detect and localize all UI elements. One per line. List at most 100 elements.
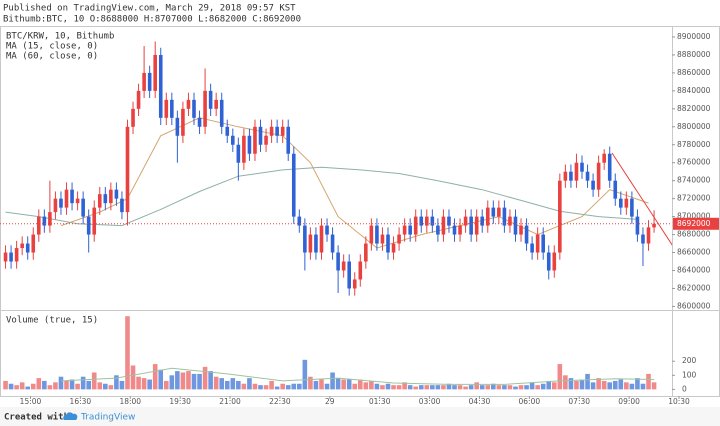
candle-body (463, 216, 468, 226)
candle-body (541, 234, 545, 253)
x-tick-label: 03:00 (419, 397, 441, 406)
candle-body (42, 216, 47, 226)
candle-body (214, 99, 218, 109)
volume-bar (252, 383, 258, 390)
volume-bar (574, 380, 579, 390)
volume-bar (274, 386, 280, 390)
volume-bar (202, 366, 208, 390)
volume-bar (551, 382, 557, 390)
volume-bar (446, 383, 452, 390)
candle-body (109, 189, 113, 204)
candle-body (447, 216, 451, 226)
candle-body (330, 234, 335, 253)
last-price-box (673, 217, 719, 230)
candle-body (59, 198, 63, 208)
volume-bar (363, 382, 369, 390)
volume-bar (651, 382, 657, 390)
volume-bar (357, 379, 363, 390)
volume-bar (579, 379, 585, 390)
candle-body (264, 135, 268, 145)
candle-body (275, 126, 279, 136)
candle-body (53, 198, 58, 213)
candle-body (369, 225, 374, 244)
candle-body (308, 234, 313, 253)
candle-body (596, 162, 601, 190)
volume-bar (635, 378, 640, 390)
candle-body (352, 279, 357, 289)
candle-body (519, 225, 523, 235)
candle-body (419, 216, 424, 226)
candle-body (153, 54, 157, 91)
volume-bar (624, 382, 629, 390)
x-tick-label: 10:30 (668, 397, 690, 406)
x-tick-label: 09:00 (618, 397, 640, 406)
volume-bar (108, 385, 114, 390)
candle-body (142, 72, 146, 91)
volume-bar (407, 385, 413, 390)
y-tick-label: 8720000 (677, 194, 711, 203)
candle-body (48, 212, 52, 226)
volume-bar (97, 382, 103, 390)
candle-body (70, 189, 74, 204)
volume-bar (557, 364, 563, 390)
volume-bar (114, 375, 119, 390)
volume-bar (452, 385, 457, 390)
candle-body (231, 135, 235, 145)
volume-bar (485, 385, 491, 390)
candle-body (497, 207, 501, 217)
candle-body (20, 243, 24, 249)
candle-body (286, 126, 291, 154)
volume-bar (308, 376, 313, 390)
volume-bar (302, 359, 308, 390)
candle-body (441, 216, 446, 235)
volume-bar (324, 383, 330, 390)
footer-text: Created with (4, 412, 69, 423)
volume-bar (197, 373, 202, 390)
candle-body (103, 194, 108, 204)
legend-entry: MA (60, close, 0) (6, 52, 98, 62)
candle-body (86, 216, 91, 235)
y-tick-label: 8880000 (677, 50, 711, 59)
volume-bar (58, 376, 64, 390)
x-tick-label: 16:30 (70, 397, 92, 406)
volume-bar (75, 383, 80, 390)
volume-bar (568, 378, 574, 390)
volume-bar (352, 383, 358, 390)
volume-bar (590, 382, 596, 390)
volume-bar (546, 380, 552, 390)
volume-bar (247, 378, 252, 390)
volume-bar (136, 376, 141, 390)
volume-bar (402, 382, 407, 390)
candle-body (14, 248, 19, 262)
candle-body (319, 225, 324, 253)
candle-body (247, 135, 252, 154)
volume-bar (330, 372, 335, 390)
volume-bar (208, 371, 213, 390)
volume-bar (3, 380, 8, 390)
candle-body (81, 198, 85, 217)
volume-bar (618, 379, 624, 390)
volume-bar (297, 383, 302, 390)
candle-body (336, 252, 340, 271)
volume-bar (646, 373, 651, 390)
y-tick-label: 8800000 (677, 122, 711, 131)
moving-average (5, 166, 638, 227)
volume-bar (36, 378, 42, 390)
volume-bar (346, 379, 352, 390)
candle-body (535, 234, 540, 253)
volume-bar (418, 385, 424, 390)
candle-body (546, 252, 551, 271)
candle-body (158, 54, 163, 118)
candle-body (170, 99, 174, 118)
candle-body (192, 99, 196, 118)
y-tick-label: 8680000 (677, 230, 711, 239)
volume-bar (507, 385, 513, 390)
candle-body (563, 171, 568, 181)
x-tick-label: 07:30 (568, 397, 590, 406)
x-tick-label: 06:00 (519, 397, 541, 406)
volume-bar (152, 364, 158, 390)
volume-bar (280, 383, 285, 390)
candle-body (64, 189, 69, 208)
candle-body (502, 207, 507, 226)
